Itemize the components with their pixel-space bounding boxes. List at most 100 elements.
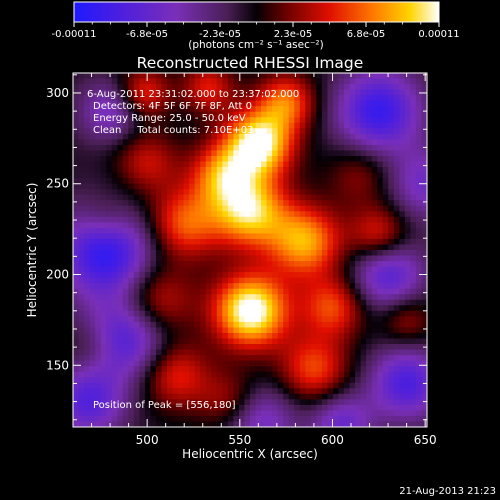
heatmap-cell xyxy=(399,415,406,423)
heatmap-cell xyxy=(410,183,417,190)
heatmap-cell xyxy=(349,194,356,201)
heatmap-cell xyxy=(355,111,362,118)
heatmap-cell xyxy=(178,410,185,417)
heatmap-cell xyxy=(366,310,373,317)
heatmap-cell xyxy=(150,388,157,395)
heatmap-cell xyxy=(244,178,251,185)
heatmap-cell xyxy=(178,78,185,85)
heatmap-cell xyxy=(305,283,312,290)
heatmap-cell xyxy=(139,272,146,279)
heatmap-cell xyxy=(244,167,251,174)
heatmap-cell xyxy=(233,332,240,340)
heatmap-cell xyxy=(95,327,102,334)
heatmap-cell xyxy=(178,117,185,124)
heatmap-cell xyxy=(200,321,207,329)
heatmap-cell xyxy=(344,266,351,273)
heatmap-cell xyxy=(194,332,201,340)
heatmap-cell xyxy=(222,150,229,157)
heatmap-cell xyxy=(100,344,107,351)
heatmap-cell xyxy=(316,150,323,157)
heatmap-cell xyxy=(95,421,102,427)
heatmap-cell xyxy=(255,106,262,113)
heatmap-cell xyxy=(316,294,323,301)
heatmap-cell xyxy=(261,250,268,257)
heatmap-cell xyxy=(349,233,356,240)
heatmap-cell xyxy=(344,327,351,334)
annotation-peak-position: Position of Peak = [556,180] xyxy=(93,400,236,411)
heatmap-cell xyxy=(288,117,295,124)
heatmap-cell xyxy=(399,344,406,351)
heatmap-cell xyxy=(272,266,279,273)
heatmap-cell xyxy=(95,117,102,124)
heatmap-cell xyxy=(139,261,146,268)
annotation-detectors: Detectors: 4F 5F 6F 7F 8F, Att 0 xyxy=(93,101,252,112)
heatmap-cell xyxy=(150,244,157,251)
heatmap-cell xyxy=(366,194,373,201)
heatmap-cell xyxy=(144,100,152,107)
heatmap-cell xyxy=(133,89,140,96)
heatmap-cell xyxy=(194,222,201,229)
heatmap-cell xyxy=(133,128,140,135)
heatmap-cell xyxy=(371,117,378,124)
heatmap-cell xyxy=(117,150,124,157)
heatmap-cell xyxy=(355,294,362,301)
heatmap-cell xyxy=(167,205,174,212)
heatmap-cell xyxy=(183,255,190,262)
heatmap-cell xyxy=(360,410,367,417)
heatmap-cell xyxy=(321,255,329,262)
heatmap-cell xyxy=(360,128,367,135)
heatmap-cell xyxy=(95,128,102,135)
heatmap-cell xyxy=(100,189,107,196)
heatmap-cell xyxy=(150,382,157,389)
heatmap-cell xyxy=(211,377,218,384)
heatmap-cell xyxy=(95,133,102,140)
heatmap-cell xyxy=(139,73,146,80)
heatmap-cell xyxy=(288,84,295,91)
heatmap-cell xyxy=(277,100,284,107)
heatmap-cell xyxy=(393,117,400,124)
heatmap-cell xyxy=(73,360,80,367)
heatmap-cell xyxy=(393,272,400,279)
heatmap-cell xyxy=(89,100,96,107)
heatmap-cell xyxy=(244,421,251,427)
heatmap-cell xyxy=(316,421,323,427)
heatmap-cell xyxy=(283,133,290,140)
heatmap-cell xyxy=(200,261,207,268)
heatmap-cell xyxy=(399,305,406,312)
heatmap-cell xyxy=(211,360,218,367)
heatmap-cell xyxy=(244,272,251,279)
heatmap-cell xyxy=(73,227,80,235)
heatmap-cell xyxy=(338,404,345,412)
heatmap-cell xyxy=(78,393,85,400)
heatmap-cell xyxy=(382,288,389,295)
heatmap-cell xyxy=(244,316,251,323)
heatmap-cell xyxy=(128,216,135,223)
heatmap-cell xyxy=(111,299,118,306)
heatmap-cell xyxy=(366,355,373,362)
heatmap-cell xyxy=(178,139,185,146)
heatmap-cell xyxy=(388,294,395,301)
heatmap-cell xyxy=(288,95,295,102)
heatmap-cell xyxy=(272,255,279,262)
heatmap-cell xyxy=(117,117,124,124)
heatmap-cell xyxy=(366,399,373,406)
heatmap-cell xyxy=(222,78,229,85)
heatmap-cell xyxy=(233,360,240,367)
heatmap-cell xyxy=(266,222,273,229)
heatmap-cell xyxy=(355,189,362,196)
heatmap-cell xyxy=(360,144,367,152)
heatmap-cell xyxy=(327,211,334,218)
heatmap-cell xyxy=(299,294,306,301)
heatmap-cell xyxy=(283,382,290,389)
heatmap-cell xyxy=(349,299,356,306)
heatmap-cell xyxy=(150,371,157,378)
heatmap-cell xyxy=(78,150,85,157)
heatmap-cell xyxy=(310,250,317,257)
heatmap-cell xyxy=(233,321,240,329)
heatmap-cell xyxy=(106,360,113,367)
heatmap-cell xyxy=(261,277,268,284)
heatmap-cell xyxy=(150,161,157,168)
heatmap-cell xyxy=(272,155,279,163)
heatmap-cell xyxy=(366,128,373,135)
plot-frame xyxy=(72,72,428,428)
